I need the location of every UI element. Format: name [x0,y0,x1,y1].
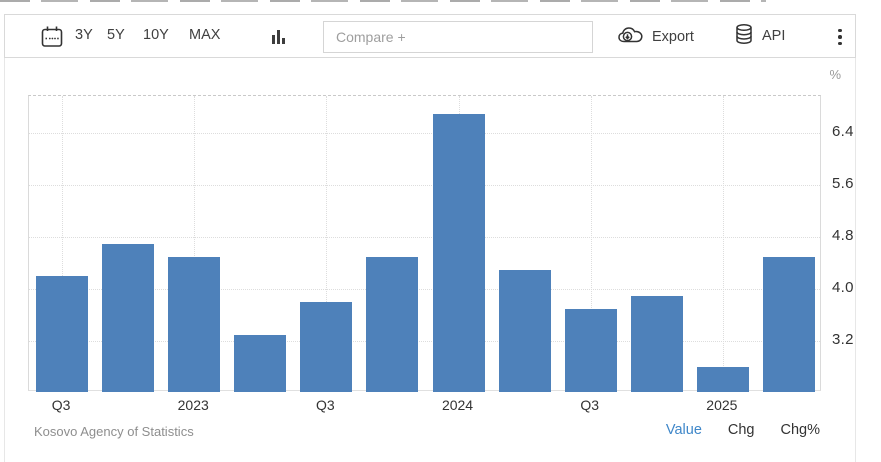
bar[interactable] [564,308,617,392]
y-gridline [29,289,820,291]
bar[interactable] [630,295,683,392]
bar[interactable] [234,334,287,392]
api-button[interactable]: API [734,22,785,50]
y-axis-tick-label: 4.8 [832,227,854,245]
range-button-10y[interactable]: 10Y [143,27,169,43]
compare-input[interactable] [323,21,593,53]
api-label: API [762,28,786,44]
mode-chgpct[interactable]: Chg% [780,422,821,438]
x-axis-tick-label: Q3 [580,397,600,413]
x-axis-tick-label: Q3 [51,397,71,413]
x-gridline [194,96,196,390]
bar[interactable] [498,269,551,392]
x-gridline [62,96,64,390]
y-gridline [29,185,820,187]
x-axis-tick-label: Q3 [316,397,335,413]
chart-panel: % 6.4 5.6 4.8 4.0 3.2 Q3 2023 Q3 2024 Q3 2025 Koso… [4,58,856,462]
x-gridline [590,96,592,390]
y-gridline [29,341,820,343]
bar[interactable] [300,302,353,392]
kebab-menu-icon [829,28,851,46]
mode-chg[interactable]: Chg [727,422,755,438]
calendar-icon [39,24,65,50]
bar[interactable] [762,256,815,392]
y-gridline [29,237,820,239]
bar[interactable] [168,256,221,392]
x-gridline [326,96,328,390]
source-attribution: Kosovo Agency of Statistics [34,424,194,439]
bar[interactable] [366,256,419,392]
range-button-3y[interactable]: 3Y [75,27,93,43]
mode-switcher: Value Chg Chg% [666,422,820,438]
bar[interactable] [36,276,89,392]
x-axis-tick-label: 2023 [177,397,209,413]
mode-value[interactable]: Value [665,422,702,438]
cloud-download-icon [617,25,644,49]
x-gridline [722,96,724,390]
x-axis-tick-label: 2025 [706,397,738,413]
export-button[interactable]: Export [617,23,694,51]
bar[interactable] [432,113,485,392]
range-button-5y[interactable]: 5Y [107,27,125,43]
x-axis-tick-label: 2024 [441,397,474,413]
bar[interactable] [696,367,749,392]
plot-area [28,95,821,392]
y-axis-tick-label: 5.6 [832,175,854,193]
range-button-max[interactable]: MAX [189,27,221,43]
more-menu-button[interactable] [829,24,851,50]
y-axis-tick-label: 4.0 [832,279,854,297]
column-chart-icon [269,28,289,46]
export-label: Export [652,29,694,45]
chart-type-button[interactable] [269,28,289,46]
y-gridline [29,133,820,135]
y-axis-tick-label: 3.2 [832,331,854,349]
bar[interactable] [102,243,155,392]
y-axis-unit-label: % [829,67,841,82]
cropped-text-row [0,0,766,2]
database-icon [734,23,754,49]
y-axis-tick-label: 6.4 [832,123,854,141]
calendar-button[interactable] [39,24,65,50]
chart-toolbar: 3Y 5Y 10Y MAX Expo [4,14,856,58]
